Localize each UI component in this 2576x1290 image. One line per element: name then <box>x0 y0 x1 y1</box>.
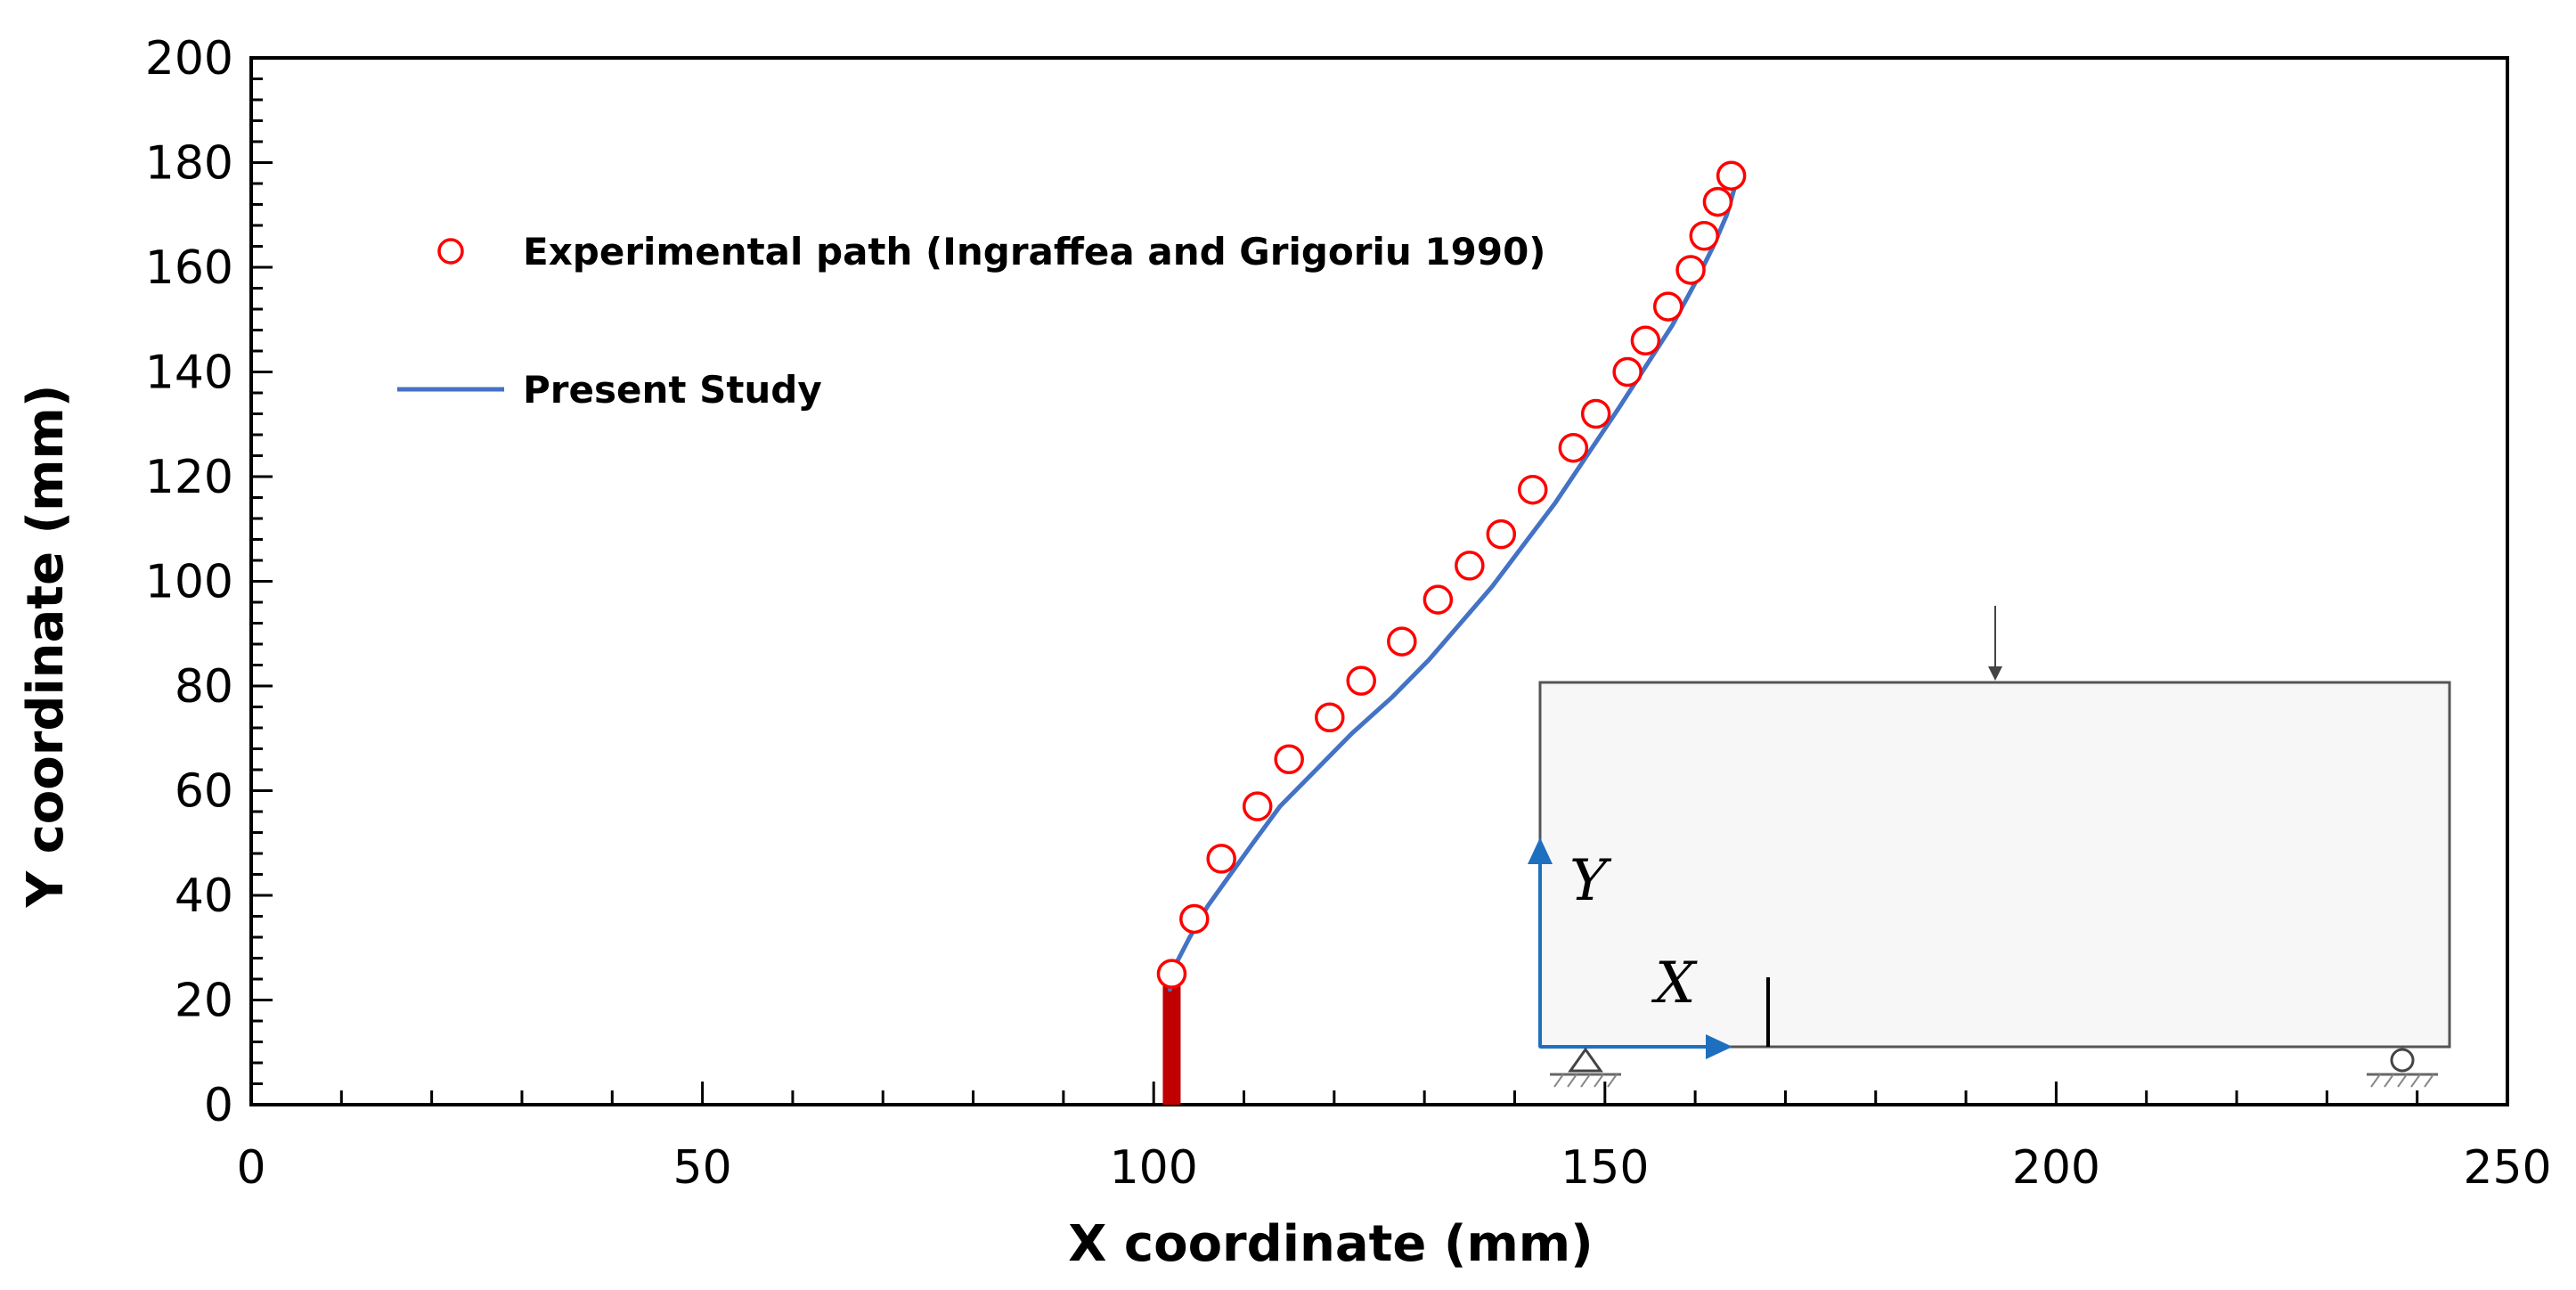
experimental-point <box>1455 551 1485 581</box>
experimental-point <box>1315 702 1345 732</box>
experimental-point <box>1156 959 1187 989</box>
experimental-point <box>1612 356 1643 388</box>
x-tick-label: 100 <box>1110 1141 1198 1195</box>
y-tick-label: 180 <box>145 137 233 191</box>
x-tick-label: 200 <box>2012 1141 2100 1195</box>
y-tick-label: 100 <box>145 556 233 609</box>
legend-label-experimental: Experimental path (Ingraffea and Grigori… <box>523 230 1546 274</box>
inset-x-label: X <box>1651 951 1698 1016</box>
legend-label-present-study: Present Study <box>523 368 822 412</box>
inset-x-arrow-head <box>1706 1034 1732 1059</box>
legend-marker-experimental <box>437 238 464 265</box>
experimental-point <box>1675 255 1706 285</box>
axes: 0 50 100 150 200 250 0 20 40 60 80 100 120 140 160 180 2… <box>145 32 2552 1195</box>
experimental-point <box>1652 291 1683 322</box>
initial-crack-bar <box>1162 984 1181 1105</box>
left-support <box>1550 1047 1621 1088</box>
legend: Experimental path (Ingraffea and Grigori… <box>397 230 1546 412</box>
experimental-point <box>1580 398 1611 429</box>
y-tick-label: 80 <box>175 660 233 714</box>
y-tick-label: 0 <box>204 1079 233 1132</box>
y-tick-label: 160 <box>145 241 233 295</box>
experimental-point <box>1387 626 1417 657</box>
experimental-point <box>1179 903 1210 935</box>
y-tick-label: 120 <box>145 451 233 504</box>
x-tick-label: 150 <box>1561 1141 1649 1195</box>
y-tick-label: 200 <box>145 32 233 86</box>
x-axis-title: X coordinate (mm) <box>1068 1215 1594 1273</box>
experimental-point <box>1346 665 1376 696</box>
experimental-point <box>1716 160 1747 191</box>
experimental-point <box>1206 844 1236 874</box>
experimental-point <box>1702 186 1733 217</box>
x-tick-label: 0 <box>236 1141 265 1195</box>
experimental-point <box>1558 432 1589 463</box>
x-tick-label: 250 <box>2463 1141 2551 1195</box>
experimental-point <box>1242 791 1273 821</box>
right-roller-support <box>2367 1048 2438 1088</box>
experimental-point <box>1486 518 1517 550</box>
experimental-point <box>1630 325 1661 355</box>
experimental-point <box>1423 584 1454 615</box>
experimental-point <box>1517 474 1548 505</box>
inset-y-arrow-head <box>1528 837 1553 864</box>
x-tick-label: 50 <box>673 1141 732 1195</box>
y-tick-label: 140 <box>145 347 233 400</box>
y-tick-label: 20 <box>175 975 233 1028</box>
y-tick-label: 40 <box>175 870 233 923</box>
inset-y-label: Y <box>1569 848 1612 914</box>
y-tick-label: 60 <box>175 765 233 819</box>
experimental-point <box>1689 221 1720 251</box>
y-axis-title: Y coordinate (mm) <box>17 385 75 909</box>
load-arrow-head <box>1988 666 2002 681</box>
beam-inset-diagram: Y X <box>1528 606 2451 1088</box>
experimental-point <box>1274 744 1304 774</box>
plot-area <box>1156 160 1747 1105</box>
